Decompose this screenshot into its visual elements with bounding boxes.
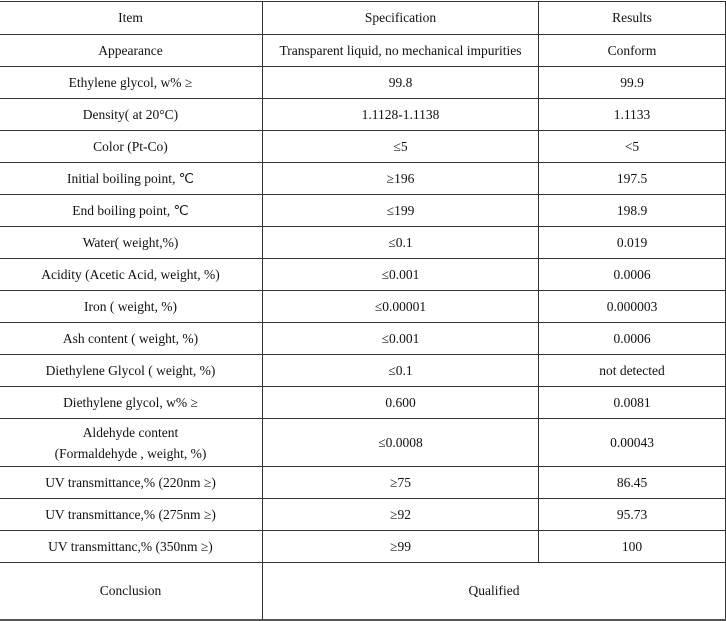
table-row: Initial boiling point, ℃ ≥196 197.5 (0, 162, 726, 195)
item-cell: Color (Pt-Co) (0, 130, 263, 163)
result-cell: 197.5 (538, 162, 726, 195)
item-cell: Aldehyde content (Formaldehyde , weight, … (0, 418, 263, 467)
item-cell: Initial boiling point, ℃ (0, 162, 263, 195)
specification-cell: Transparent liquid, no mechanical impuri… (262, 34, 539, 67)
table-row: Water( weight,%) ≤0.1 0.019 (0, 226, 726, 259)
table-row: Iron ( weight, %) ≤0.00001 0.000003 (0, 290, 726, 323)
item-cell: Diethylene Glycol ( weight, %) (0, 354, 263, 387)
result-cell: 0.0006 (538, 322, 726, 355)
result-cell: 0.0006 (538, 258, 726, 291)
conclusion-label: Conclusion (0, 562, 263, 621)
table-header-row: Item Specification Results (0, 1, 726, 35)
specification-cell: ≥99 (262, 530, 539, 563)
item-cell: End boiling point, ℃ (0, 194, 263, 227)
specification-cell: ≤0.001 (262, 258, 539, 291)
result-cell: 95.73 (538, 498, 726, 531)
table-row: UV transmittanc,% (350nm ≥) ≥99 100 (0, 530, 726, 563)
result-cell: 198.9 (538, 194, 726, 227)
specification-cell: ≤199 (262, 194, 539, 227)
specification-cell: ≥92 (262, 498, 539, 531)
table-row: UV transmittance,% (275nm ≥) ≥92 95.73 (0, 498, 726, 531)
specification-cell: 99.8 (262, 66, 539, 99)
specification-cell: ≥196 (262, 162, 539, 195)
result-cell: 0.019 (538, 226, 726, 259)
result-cell: 100 (538, 530, 726, 563)
table-row: End boiling point, ℃ ≤199 198.9 (0, 194, 726, 227)
item-cell: Appearance (0, 34, 263, 67)
item-cell: Iron ( weight, %) (0, 290, 263, 323)
result-cell: Conform (538, 34, 726, 67)
result-cell: not detected (538, 354, 726, 387)
item-cell: UV transmittance,% (220nm ≥) (0, 466, 263, 499)
specification-cell: ≤0.1 (262, 354, 539, 387)
item-line-1: Aldehyde content (82, 424, 179, 440)
specification-cell: 1.1128-1.1138 (262, 98, 539, 131)
result-cell: <5 (538, 130, 726, 163)
specification-cell: 0.600 (262, 386, 539, 419)
item-line-2: (Formaldehyde , weight, %) (54, 445, 207, 461)
header-item: Item (0, 1, 263, 35)
item-cell: UV transmittance,% (275nm ≥) (0, 498, 263, 531)
specification-cell: ≤5 (262, 130, 539, 163)
specification-cell: ≥75 (262, 466, 539, 499)
table-row: Density( at 20°C) 1.1128-1.1138 1.1133 (0, 98, 726, 131)
item-cell: Density( at 20°C) (0, 98, 263, 131)
result-cell: 0.000003 (538, 290, 726, 323)
table-row: Ash content ( weight, %) ≤0.001 0.0006 (0, 322, 726, 355)
header-specification: Specification (262, 1, 539, 35)
table-row: Acidity (Acetic Acid, weight, %) ≤0.001 0.… (0, 258, 726, 291)
header-results: Results (538, 1, 726, 35)
result-cell: 99.9 (538, 66, 726, 99)
result-cell: 1.1133 (538, 98, 726, 131)
item-cell: UV transmittanc,% (350nm ≥) (0, 530, 263, 563)
item-cell: Acidity (Acetic Acid, weight, %) (0, 258, 263, 291)
result-cell: 0.0081 (538, 386, 726, 419)
item-cell: Diethylene glycol, w% ≥ (0, 386, 263, 419)
table-row: Aldehyde content (Formaldehyde , weight, … (0, 418, 726, 467)
table-row: Appearance Transparent liquid, no mechani… (0, 34, 726, 67)
conclusion-row: Conclusion Qualified (0, 562, 726, 621)
result-cell: 0.00043 (538, 418, 726, 467)
table-row: Ethylene glycol, w% ≥99.8 99.9 (0, 66, 726, 99)
specification-cell: ≤0.0008 (262, 418, 539, 467)
table-row: UV transmittance,% (220nm ≥) ≥75 86.45 (0, 466, 726, 499)
table-row: Diethylene Glycol ( weight, %) ≤0.1 not de… (0, 354, 726, 387)
item-cell: Ash content ( weight, %) (0, 322, 263, 355)
result-cell: 86.45 (538, 466, 726, 499)
table-row: Diethylene glycol, w% ≥0.600 0.0081 (0, 386, 726, 419)
item-cell: Water( weight,%) (0, 226, 263, 259)
specification-cell: ≤0.1 (262, 226, 539, 259)
table-row: Color (Pt-Co) ≤5 <5 (0, 130, 726, 163)
item-cell: Ethylene glycol, w% ≥ (0, 66, 263, 99)
specification-cell: ≤0.00001 (262, 290, 539, 323)
conclusion-value: Qualified (262, 562, 726, 621)
specification-cell: ≤0.001 (262, 322, 539, 355)
